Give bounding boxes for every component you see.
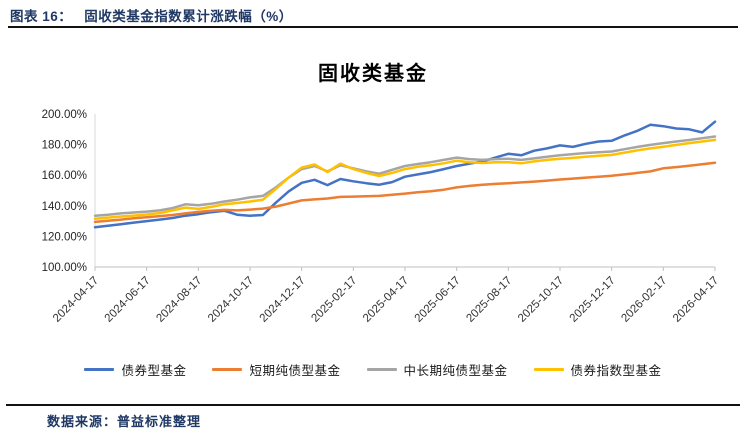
legend-label: 短期纯债型基金 [249,364,341,378]
chart-legend: 债券型基金 短期纯债型基金 中长期纯债型基金 债券指数型基金 [0,360,746,379]
x-axis-tick-label: 2026-04-17 [671,275,721,325]
legend-label: 债券型基金 [121,364,187,378]
legend-swatch-icon [533,367,564,372]
x-axis-tick-label: 2025-12-17 [568,275,618,325]
figure-caption: 图表 16： 固收类基金指数累计涨跌幅（%） [10,5,293,25]
x-axis-tick-label: 2024-10-17 [206,275,256,325]
x-axis-tick-label: 2024-12-17 [258,275,308,325]
x-axis-tick-label: 2024-04-17 [51,275,101,325]
x-axis-tick-label: 2025-02-17 [309,275,359,325]
chart-title: 固收类基金 [318,63,428,85]
y-axis-tick-label: 140.00% [42,201,87,213]
x-axis-tick-label: 2024-06-17 [103,275,153,325]
legend-label: 中长期纯债型基金 [403,364,508,378]
legend-item-0: 债券型基金 [84,360,186,379]
x-axis-tick-label: 2025-08-17 [464,275,514,325]
legend-item-1: 短期纯债型基金 [212,360,340,379]
figure-caption-title: 固收类基金指数累计涨跌幅（%） [84,9,293,24]
x-axis-tick-label: 2025-06-17 [413,275,463,325]
x-axis-tick-label: 2024-08-17 [154,275,204,325]
legend-swatch-icon [212,367,243,372]
y-axis-tick-label: 120.00% [42,231,87,243]
series-line-2 [93,135,717,217]
header-divider [8,26,738,28]
series-line-0 [93,120,717,229]
figure-number-label: 图表 16： [10,9,73,24]
legend-item-2: 中长期纯债型基金 [366,360,508,379]
legend-label: 债券指数型基金 [570,364,662,378]
y-axis-tick-label: 200.00% [42,109,87,121]
y-axis-tick-label: 180.00% [42,140,87,152]
legend-swatch-icon [84,367,115,372]
legend-item-3: 债券指数型基金 [533,360,662,379]
legend-swatch-icon [366,367,397,372]
x-axis-tick-label: 2025-04-17 [361,275,411,325]
y-axis-tick-label: 160.00% [42,170,87,182]
x-axis-tick-label: 2025-10-17 [516,275,566,325]
series-line-1 [93,161,717,224]
data-source: 数据来源：普益标准整理 [47,414,202,429]
x-axis-tick-label: 2026-02-17 [619,275,669,325]
y-axis-tick-label: 100.00% [42,262,87,274]
line-chart-canvas: 100.00% 120.00% 140.00% 160.00% 180.00% 200.0… [42,109,722,325]
footer-divider [6,404,740,406]
series-line-3 [93,138,717,221]
